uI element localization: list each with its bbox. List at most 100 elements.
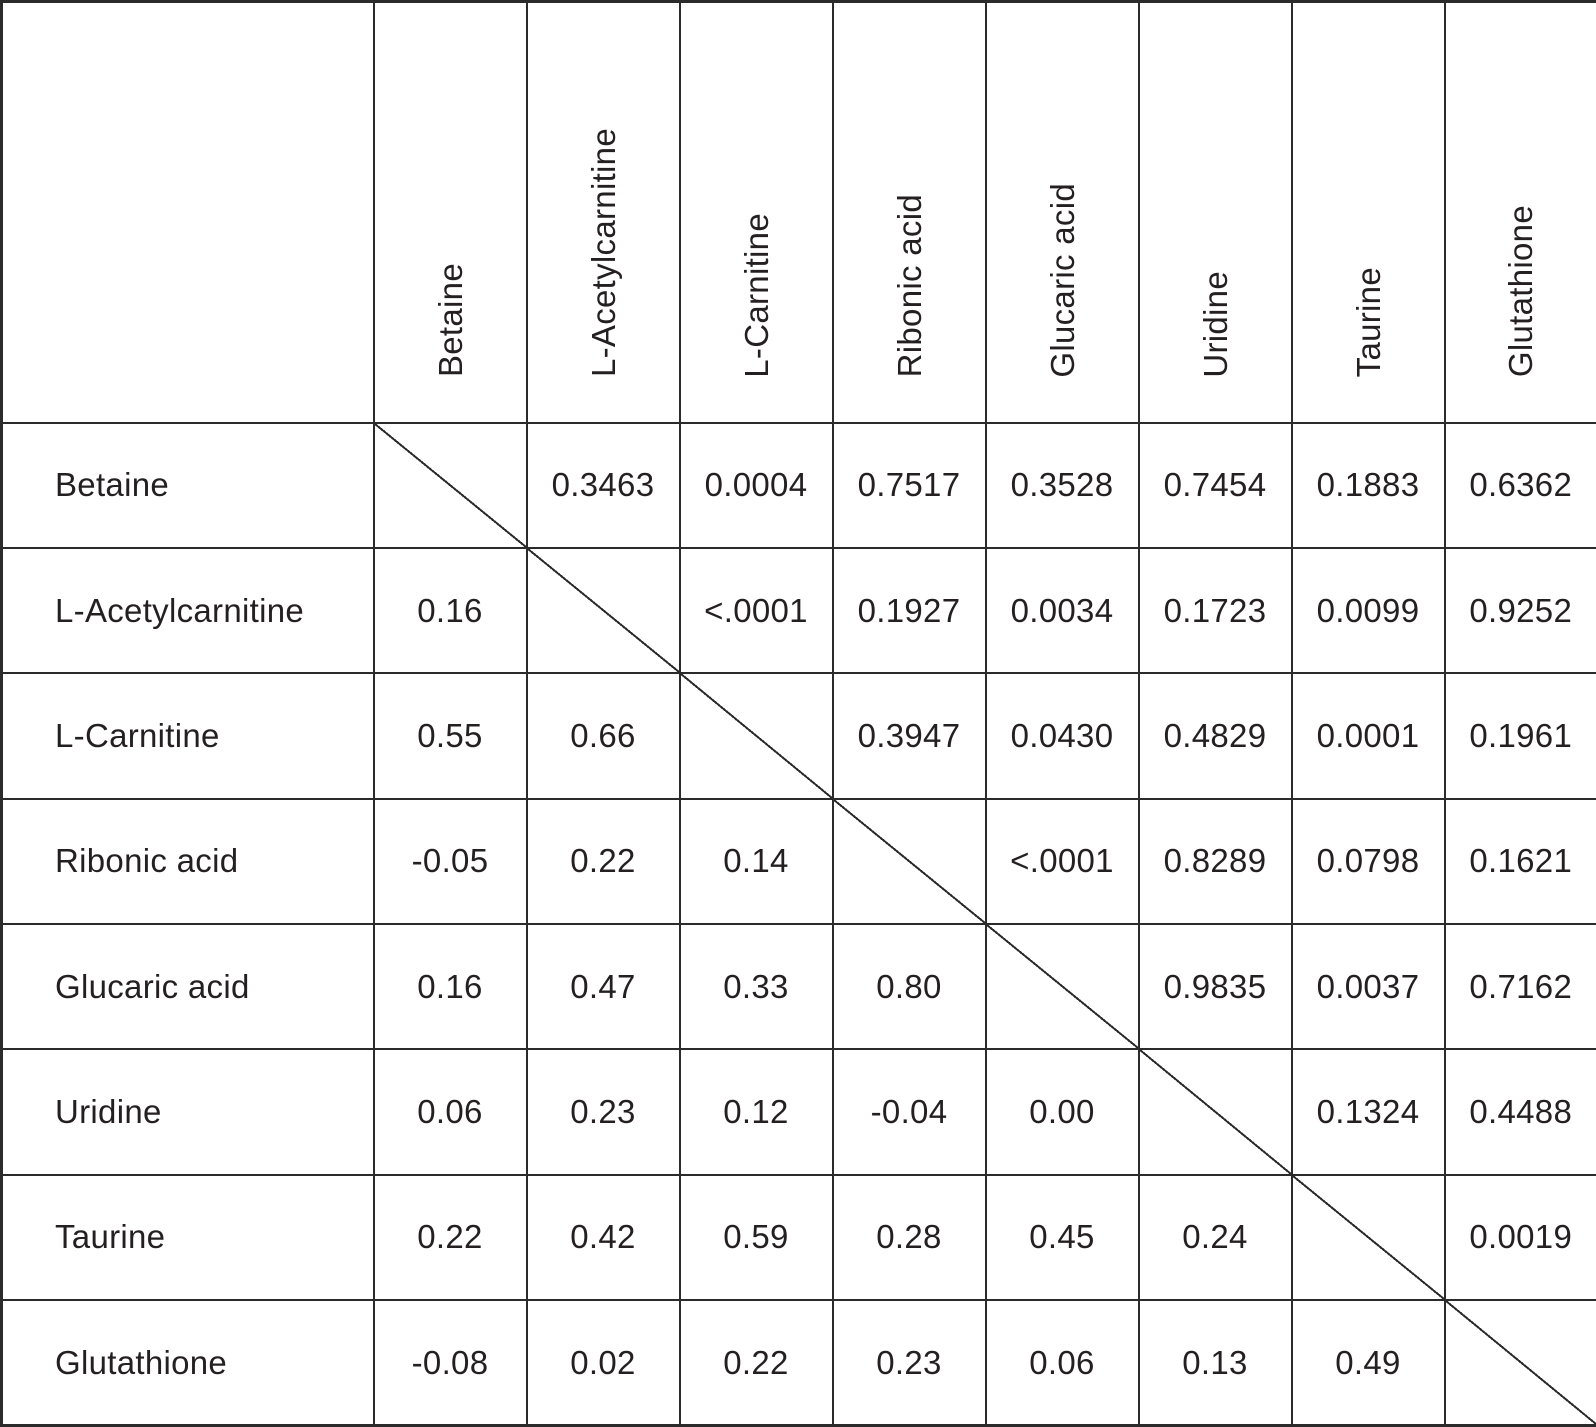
column-header-label: Glucaric acid bbox=[1043, 182, 1081, 378]
table-row-uridine: Uridine 0.06 0.23 0.12 -0.04 0.00 0.1324 0.4488 bbox=[0, 1048, 1596, 1176]
value-cell-glutathione-x-taurine: 0.49 bbox=[1290, 1299, 1446, 1427]
diagonal-cell-glucaric-acid bbox=[984, 922, 1140, 1051]
matrix-body: Betaine 0.3463 0.0004 0.7517 0.3528 0.7454 0.1… bbox=[0, 421, 1596, 1427]
value-cell-taurine-x-l-acetylcarnitine: 0.42 bbox=[525, 1173, 681, 1302]
value-cell-l-acetylcarnitine-x-l-carnitine: <.0001 bbox=[678, 546, 834, 675]
value-cell-betaine-x-uridine: 0.7454 bbox=[1137, 421, 1293, 549]
value-cell-glucaric-acid-x-betaine: 0.16 bbox=[372, 922, 528, 1051]
value-cell-taurine-x-l-carnitine: 0.59 bbox=[678, 1173, 834, 1302]
diagonal-cell-l-acetylcarnitine bbox=[525, 546, 681, 675]
value-cell-l-acetylcarnitine-x-ribonic-acid: 0.1927 bbox=[831, 546, 987, 675]
value-cell-glucaric-acid-x-ribonic-acid: 0.80 bbox=[831, 922, 987, 1051]
table-row-glucaric-acid: Glucaric acid 0.16 0.47 0.33 0.80 0.9835 0.003… bbox=[0, 922, 1596, 1051]
value-cell-uridine-x-glucaric-acid: 0.00 bbox=[984, 1048, 1140, 1176]
value-cell-l-acetylcarnitine-x-betaine: 0.16 bbox=[372, 546, 528, 675]
value-cell-uridine-x-betaine: 0.06 bbox=[372, 1048, 528, 1176]
table-row-taurine: Taurine 0.22 0.42 0.59 0.28 0.45 0.24 0.0019 bbox=[0, 1173, 1596, 1302]
value-cell-taurine-x-glucaric-acid: 0.45 bbox=[984, 1173, 1140, 1302]
row-header-betaine: Betaine bbox=[0, 421, 375, 549]
diagonal-cell-betaine bbox=[372, 421, 528, 549]
column-header-label: Taurine bbox=[1349, 267, 1387, 378]
value-cell-l-carnitine-x-taurine: 0.0001 bbox=[1290, 672, 1446, 800]
column-header-label: L-Acetylcarnitine bbox=[584, 128, 622, 378]
value-cell-l-carnitine-x-uridine: 0.4829 bbox=[1137, 672, 1293, 800]
column-header-label: L-Carnitine bbox=[737, 212, 775, 378]
column-header-glutathione: Glutathione bbox=[1443, 0, 1596, 424]
value-cell-betaine-x-glutathione: 0.6362 bbox=[1443, 421, 1596, 549]
row-header-ribonic-acid: Ribonic acid bbox=[0, 797, 375, 926]
column-header-l-carnitine: L-Carnitine bbox=[678, 0, 834, 424]
value-cell-glucaric-acid-x-l-acetylcarnitine: 0.47 bbox=[525, 922, 681, 1051]
value-cell-glutathione-x-ribonic-acid: 0.23 bbox=[831, 1299, 987, 1427]
column-header-label: Glutathione bbox=[1502, 205, 1540, 378]
diagonal-cell-glutathione bbox=[1443, 1299, 1596, 1427]
value-cell-betaine-x-ribonic-acid: 0.7517 bbox=[831, 421, 987, 549]
value-cell-betaine-x-glucaric-acid: 0.3528 bbox=[984, 421, 1140, 549]
value-cell-betaine-x-l-acetylcarnitine: 0.3463 bbox=[525, 421, 681, 549]
value-cell-glutathione-x-glucaric-acid: 0.06 bbox=[984, 1299, 1140, 1427]
value-cell-ribonic-acid-x-betaine: -0.05 bbox=[372, 797, 528, 926]
corner-cell bbox=[0, 0, 375, 424]
value-cell-ribonic-acid-x-glucaric-acid: <.0001 bbox=[984, 797, 1140, 926]
header-row: Betaine L-Acetylcarnitine L-Carnitine Ribon… bbox=[0, 0, 1596, 424]
value-cell-glutathione-x-l-carnitine: 0.22 bbox=[678, 1299, 834, 1427]
value-cell-l-carnitine-x-betaine: 0.55 bbox=[372, 672, 528, 800]
value-cell-glutathione-x-uridine: 0.13 bbox=[1137, 1299, 1293, 1427]
table-row-l-acetylcarnitine: L-Acetylcarnitine 0.16 <.0001 0.1927 0.0034 0… bbox=[0, 546, 1596, 675]
value-cell-uridine-x-glutathione: 0.4488 bbox=[1443, 1048, 1596, 1176]
row-header-l-carnitine: L-Carnitine bbox=[0, 672, 375, 800]
value-cell-ribonic-acid-x-glutathione: 0.1621 bbox=[1443, 797, 1596, 926]
row-header-l-acetylcarnitine: L-Acetylcarnitine bbox=[0, 546, 375, 675]
diagonal-cell-l-carnitine bbox=[678, 672, 834, 800]
value-cell-ribonic-acid-x-l-acetylcarnitine: 0.22 bbox=[525, 797, 681, 926]
value-cell-glutathione-x-betaine: -0.08 bbox=[372, 1299, 528, 1427]
value-cell-l-carnitine-x-l-acetylcarnitine: 0.66 bbox=[525, 672, 681, 800]
column-header-label: Ribonic acid bbox=[890, 194, 928, 378]
row-header-glucaric-acid: Glucaric acid bbox=[0, 922, 375, 1051]
column-header-label: Uridine bbox=[1196, 270, 1234, 378]
value-cell-l-acetylcarnitine-x-glutathione: 0.9252 bbox=[1443, 546, 1596, 675]
table-row-glutathione: Glutathione -0.08 0.02 0.22 0.23 0.06 0.13 0.49 bbox=[0, 1299, 1596, 1427]
value-cell-ribonic-acid-x-l-carnitine: 0.14 bbox=[678, 797, 834, 926]
column-header-uridine: Uridine bbox=[1137, 0, 1293, 424]
value-cell-uridine-x-ribonic-acid: -0.04 bbox=[831, 1048, 987, 1176]
diagonal-cell-taurine bbox=[1290, 1173, 1446, 1302]
column-header-label: Betaine bbox=[431, 263, 469, 378]
table-row-l-carnitine: L-Carnitine 0.55 0.66 0.3947 0.0430 0.4829 0.0… bbox=[0, 672, 1596, 800]
column-header-ribonic-acid: Ribonic acid bbox=[831, 0, 987, 424]
diagonal-cell-uridine bbox=[1137, 1048, 1293, 1176]
value-cell-taurine-x-uridine: 0.24 bbox=[1137, 1173, 1293, 1302]
row-header-uridine: Uridine bbox=[0, 1048, 375, 1176]
value-cell-betaine-x-l-carnitine: 0.0004 bbox=[678, 421, 834, 549]
table-row-ribonic-acid: Ribonic acid -0.05 0.22 0.14 <.0001 0.8289 0.0… bbox=[0, 797, 1596, 926]
table-row-betaine: Betaine 0.3463 0.0004 0.7517 0.3528 0.7454 0.1… bbox=[0, 421, 1596, 549]
value-cell-taurine-x-ribonic-acid: 0.28 bbox=[831, 1173, 987, 1302]
column-header-taurine: Taurine bbox=[1290, 0, 1446, 424]
value-cell-uridine-x-taurine: 0.1324 bbox=[1290, 1048, 1446, 1176]
value-cell-betaine-x-taurine: 0.1883 bbox=[1290, 421, 1446, 549]
value-cell-l-acetylcarnitine-x-uridine: 0.1723 bbox=[1137, 546, 1293, 675]
value-cell-glucaric-acid-x-l-carnitine: 0.33 bbox=[678, 922, 834, 1051]
value-cell-l-acetylcarnitine-x-taurine: 0.0099 bbox=[1290, 546, 1446, 675]
value-cell-ribonic-acid-x-taurine: 0.0798 bbox=[1290, 797, 1446, 926]
value-cell-l-carnitine-x-glutathione: 0.1961 bbox=[1443, 672, 1596, 800]
column-header-l-acetylcarnitine: L-Acetylcarnitine bbox=[525, 0, 681, 424]
value-cell-l-acetylcarnitine-x-glucaric-acid: 0.0034 bbox=[984, 546, 1140, 675]
value-cell-uridine-x-l-acetylcarnitine: 0.23 bbox=[525, 1048, 681, 1176]
row-header-taurine: Taurine bbox=[0, 1173, 375, 1302]
column-header-glucaric-acid: Glucaric acid bbox=[984, 0, 1140, 424]
column-header-betaine: Betaine bbox=[372, 0, 528, 424]
value-cell-l-carnitine-x-ribonic-acid: 0.3947 bbox=[831, 672, 987, 800]
value-cell-glucaric-acid-x-glutathione: 0.7162 bbox=[1443, 922, 1596, 1051]
value-cell-glutathione-x-l-acetylcarnitine: 0.02 bbox=[525, 1299, 681, 1427]
value-cell-glucaric-acid-x-taurine: 0.0037 bbox=[1290, 922, 1446, 1051]
value-cell-uridine-x-l-carnitine: 0.12 bbox=[678, 1048, 834, 1176]
value-cell-taurine-x-betaine: 0.22 bbox=[372, 1173, 528, 1302]
value-cell-ribonic-acid-x-uridine: 0.8289 bbox=[1137, 797, 1293, 926]
diagonal-cell-ribonic-acid bbox=[831, 797, 987, 926]
value-cell-l-carnitine-x-glucaric-acid: 0.0430 bbox=[984, 672, 1140, 800]
value-cell-glucaric-acid-x-uridine: 0.9835 bbox=[1137, 922, 1293, 1051]
value-cell-taurine-x-glutathione: 0.0019 bbox=[1443, 1173, 1596, 1302]
row-header-glutathione: Glutathione bbox=[0, 1299, 375, 1427]
